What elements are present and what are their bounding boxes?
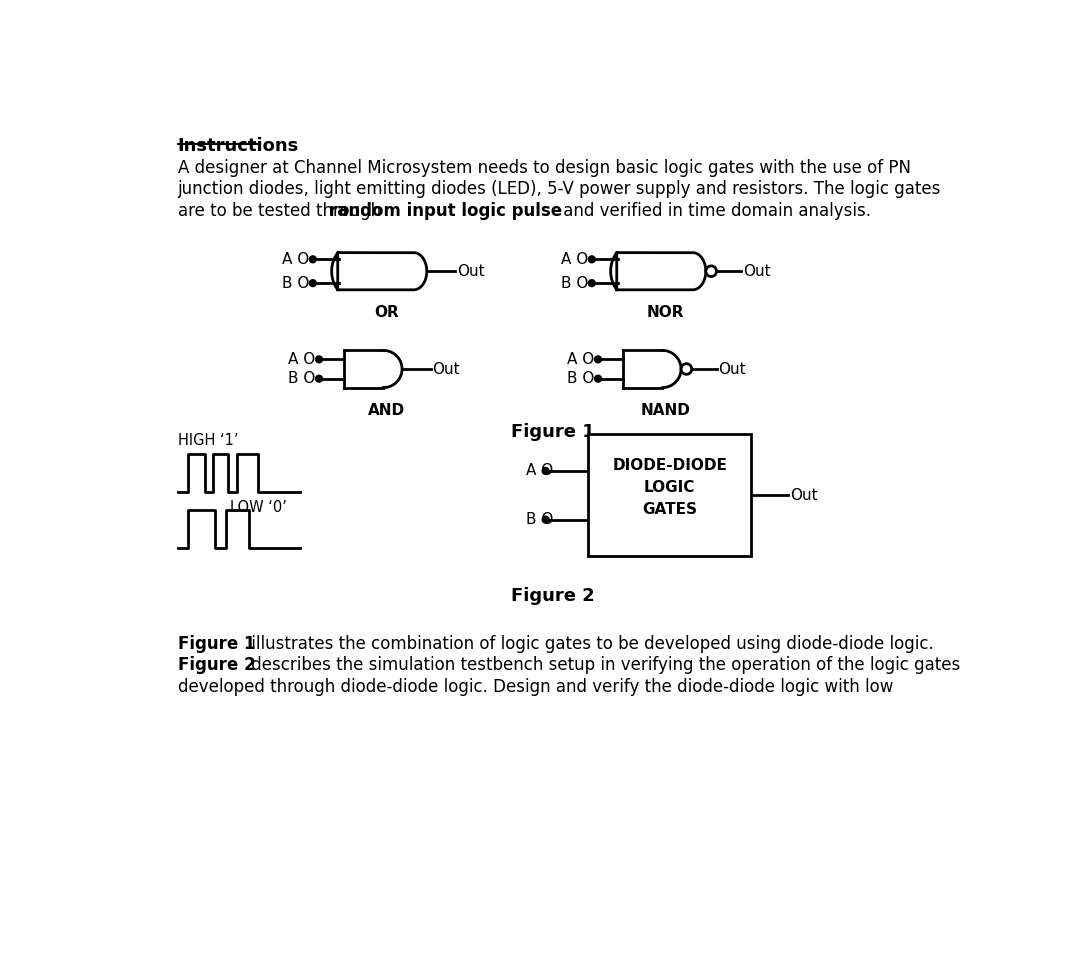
Text: B O: B O [282, 276, 309, 290]
Circle shape [589, 280, 595, 286]
Circle shape [310, 280, 316, 286]
Text: AND: AND [368, 403, 406, 418]
Text: HIGH ‘1’: HIGH ‘1’ [178, 434, 238, 448]
Text: DIODE-DIODE
LOGIC
GATES: DIODE-DIODE LOGIC GATES [612, 458, 727, 518]
Circle shape [543, 517, 549, 522]
Text: Instructions: Instructions [178, 137, 299, 155]
Text: A O: A O [561, 252, 588, 267]
Bar [588, 435, 751, 556]
Circle shape [543, 468, 549, 474]
Text: Out: Out [743, 264, 770, 279]
Circle shape [310, 256, 316, 262]
Text: random input logic pulse: random input logic pulse [329, 201, 562, 220]
Text: NAND: NAND [641, 403, 691, 418]
Text: NOR: NOR [647, 306, 684, 320]
Text: and verified in time domain analysis.: and verified in time domain analysis. [558, 201, 871, 220]
Text: illustrates the combination of logic gates to be developed using diode-diode log: illustrates the combination of logic gat… [246, 634, 933, 653]
Text: Figure 1: Figure 1 [511, 423, 595, 441]
Text: Out: Out [433, 362, 460, 377]
Text: A O: A O [527, 464, 554, 478]
Text: A O: A O [566, 352, 595, 367]
Text: developed through diode-diode logic. Design and verify the diode-diode logic wit: developed through diode-diode logic. Des… [178, 678, 893, 696]
Text: Figure 2: Figure 2 [511, 587, 595, 605]
Text: Out: Out [719, 362, 746, 377]
Text: are to be tested through: are to be tested through [178, 201, 386, 220]
Text: junction diodes, light emitting diodes (LED), 5-V power supply and resistors. Th: junction diodes, light emitting diodes (… [178, 180, 941, 199]
Circle shape [595, 376, 601, 382]
Circle shape [589, 256, 595, 262]
Text: A O: A O [282, 252, 309, 267]
Text: Figure 2: Figure 2 [178, 656, 255, 674]
Circle shape [316, 376, 323, 382]
Text: B O: B O [560, 276, 588, 290]
Text: B O: B O [288, 371, 315, 387]
Circle shape [681, 363, 692, 374]
Text: B O: B O [566, 371, 595, 387]
Text: A designer at Channel Microsystem needs to design basic logic gates with the use: A designer at Channel Microsystem needs … [178, 159, 911, 176]
Circle shape [316, 357, 323, 362]
Text: Out: Out [790, 488, 818, 503]
Text: describes the simulation testbench setup in verifying the operation of the logic: describes the simulation testbench setup… [246, 656, 960, 674]
Text: OR: OR [374, 306, 399, 320]
Text: LOW ‘0’: LOW ‘0’ [230, 500, 287, 515]
Text: A O: A O [288, 352, 315, 367]
Circle shape [706, 266, 716, 277]
Text: Figure 1: Figure 1 [178, 634, 255, 653]
Circle shape [595, 357, 601, 362]
Text: B O: B O [527, 512, 554, 527]
Text: Out: Out [457, 264, 484, 279]
